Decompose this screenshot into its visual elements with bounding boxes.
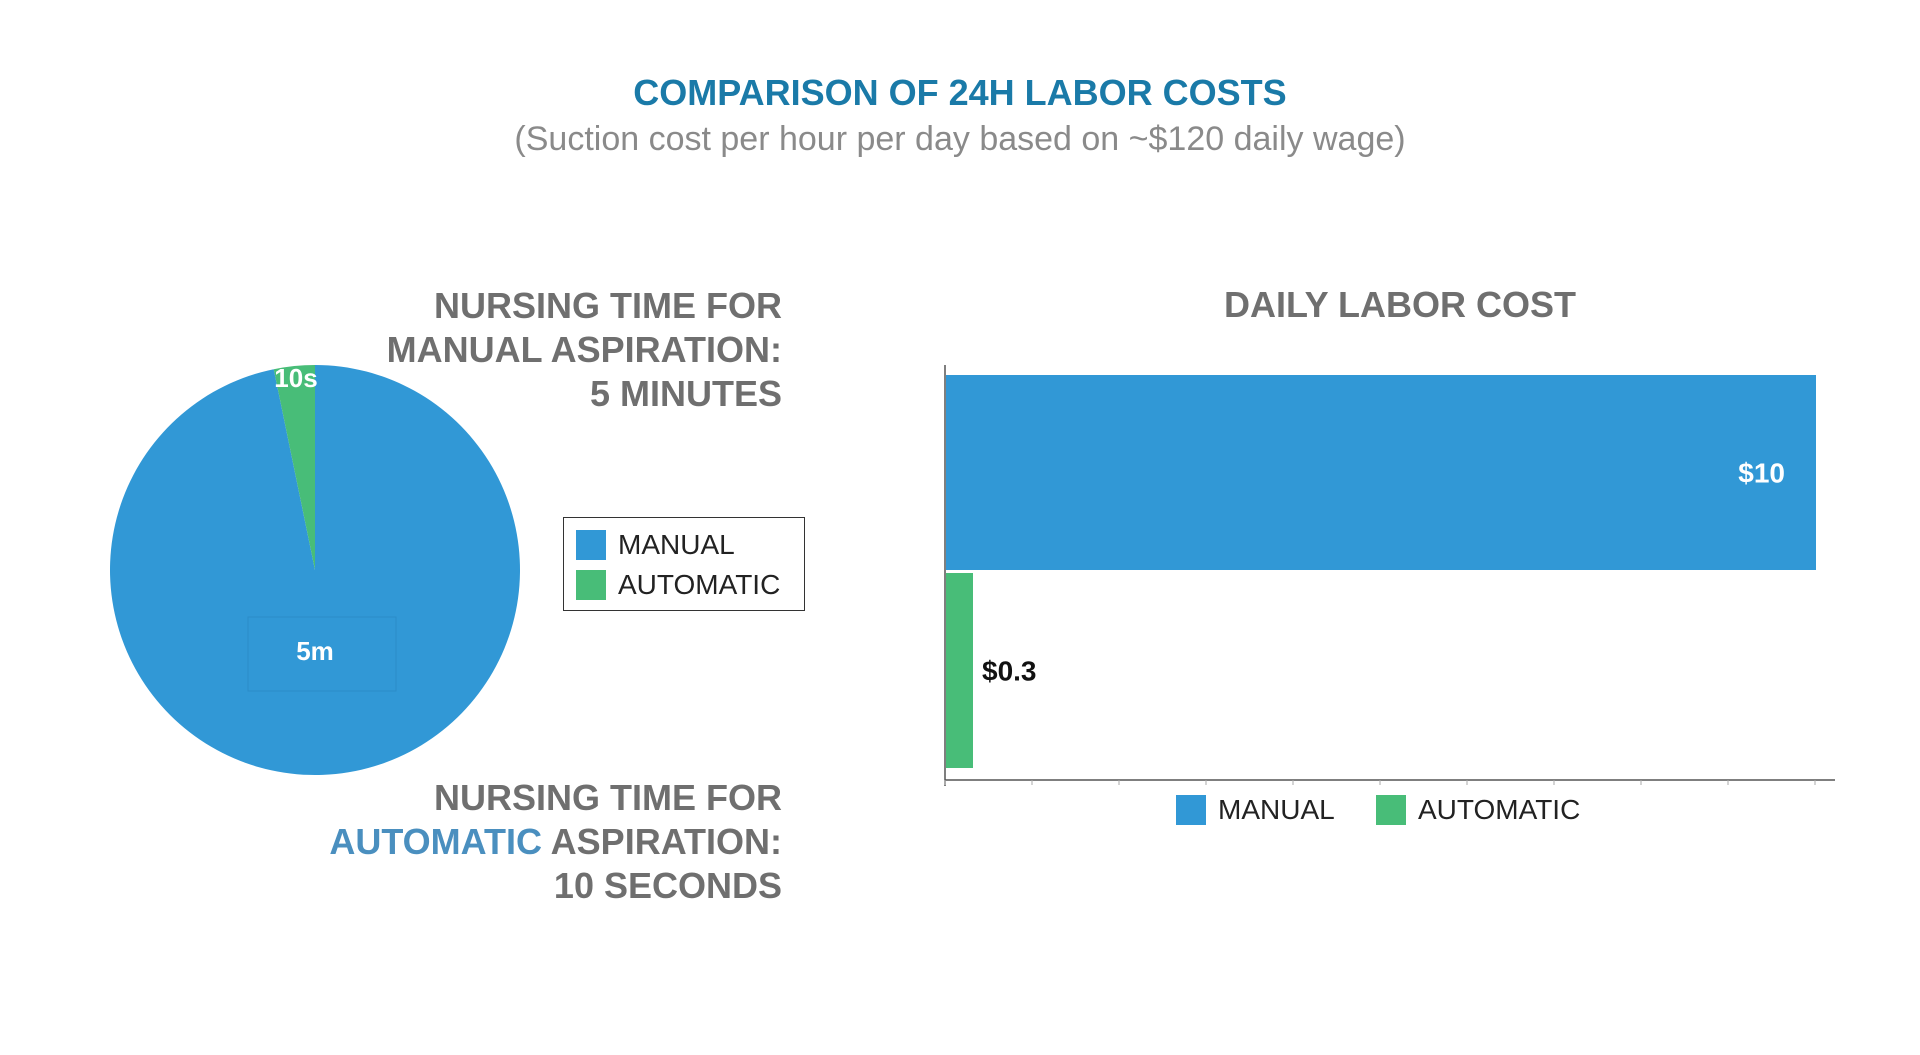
bar-legend-label-manual: MANUAL xyxy=(1218,794,1335,825)
pie-slice-automatic xyxy=(273,365,315,570)
pie-legend-swatch-automatic xyxy=(576,570,606,600)
pie-legend-swatch-manual xyxy=(576,530,606,560)
bar-automatic xyxy=(946,573,973,768)
manual-heading-line3: 5 MINUTES xyxy=(589,373,782,414)
pie-legend-label-automatic: AUTOMATIC xyxy=(618,569,781,600)
bar-legend: MANUAL AUTOMATIC xyxy=(1176,792,1616,832)
pie-label-manual: 5m xyxy=(296,636,334,666)
manual-time-heading: NURSING TIME FOR MANUAL ASPIRATION: 5 MI… xyxy=(300,284,782,416)
automatic-time-heading: NURSING TIME FOR AUTOMATIC ASPIRATION: 1… xyxy=(280,776,782,908)
pie-legend-item-automatic: AUTOMATIC xyxy=(576,569,780,601)
bar-label-automatic: $0.3 xyxy=(982,656,1037,687)
bar-chart-title: DAILY LABOR COST xyxy=(1223,284,1577,325)
page-title: COMPARISON OF 24H LABOR COSTS xyxy=(633,72,1287,113)
auto-heading-line1: NURSING TIME FOR xyxy=(434,777,782,818)
auto-heading-line3: 10 SECONDS xyxy=(553,865,782,906)
bar-manual xyxy=(946,375,1816,570)
bar-legend-label-automatic: AUTOMATIC xyxy=(1418,794,1581,825)
manual-heading-line2: MANUAL ASPIRATION: xyxy=(386,329,782,370)
bar-chart: $10 $0.3 xyxy=(944,365,1835,786)
page-subtitle: (Suction cost per hour per day based on … xyxy=(514,120,1406,158)
pie-chart: 5m 10s xyxy=(110,363,521,775)
pie-label-automatic: 10s xyxy=(274,363,317,393)
bar-label-manual: $10 xyxy=(1738,458,1785,489)
auto-heading-accent: AUTOMATIC xyxy=(329,821,542,862)
manual-heading-line1: NURSING TIME FOR xyxy=(434,285,782,326)
bar-legend-item-automatic: AUTOMATIC xyxy=(1376,794,1580,826)
bar-legend-item-manual: MANUAL xyxy=(1176,794,1335,826)
bar-legend-swatch-manual xyxy=(1176,795,1206,825)
pie-legend-item-manual: MANUAL xyxy=(576,529,735,561)
auto-heading-line2: AUTOMATIC ASPIRATION: xyxy=(280,820,782,864)
bar-legend-swatch-automatic xyxy=(1376,795,1406,825)
pie-legend-label-manual: MANUAL xyxy=(618,529,735,560)
auto-heading-rest: ASPIRATION: xyxy=(542,821,782,862)
pie-label-box xyxy=(247,616,397,692)
bar-chart-axes xyxy=(944,365,1835,786)
bar-chart-bars: $10 $0.3 xyxy=(946,375,1816,768)
pie-legend: MANUAL AUTOMATIC xyxy=(563,517,805,611)
